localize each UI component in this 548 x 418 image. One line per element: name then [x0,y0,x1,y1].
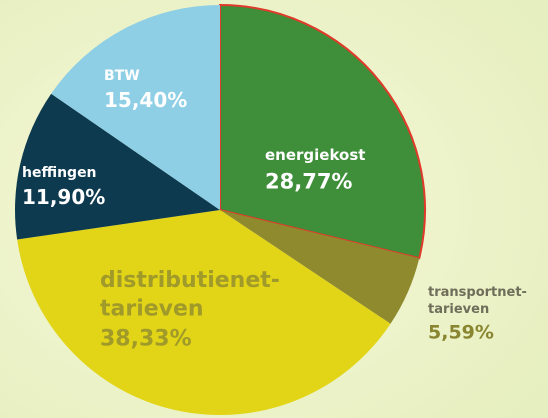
slice-label: transportnet-tarieven [428,285,527,317]
pie-slice [220,210,420,324]
pie-slice [219,3,426,260]
slice-value-label: 28,77% [265,169,352,193]
slice-value-label: 15,40% [104,88,187,112]
pie-slice [51,5,220,210]
slice-value-label: 38,33% [100,326,192,351]
slice-label: heffingen [22,165,97,181]
slice-label: BTW [104,68,140,84]
pie-slice [14,93,221,240]
slice-value-label: 5,59% [428,322,494,344]
pie-slice [17,210,391,416]
slice-value-label: 11,90% [22,185,105,209]
slice-label: energiekost [265,146,365,164]
slice-label: distributienet-tarieven [100,268,280,322]
pie [14,3,426,416]
